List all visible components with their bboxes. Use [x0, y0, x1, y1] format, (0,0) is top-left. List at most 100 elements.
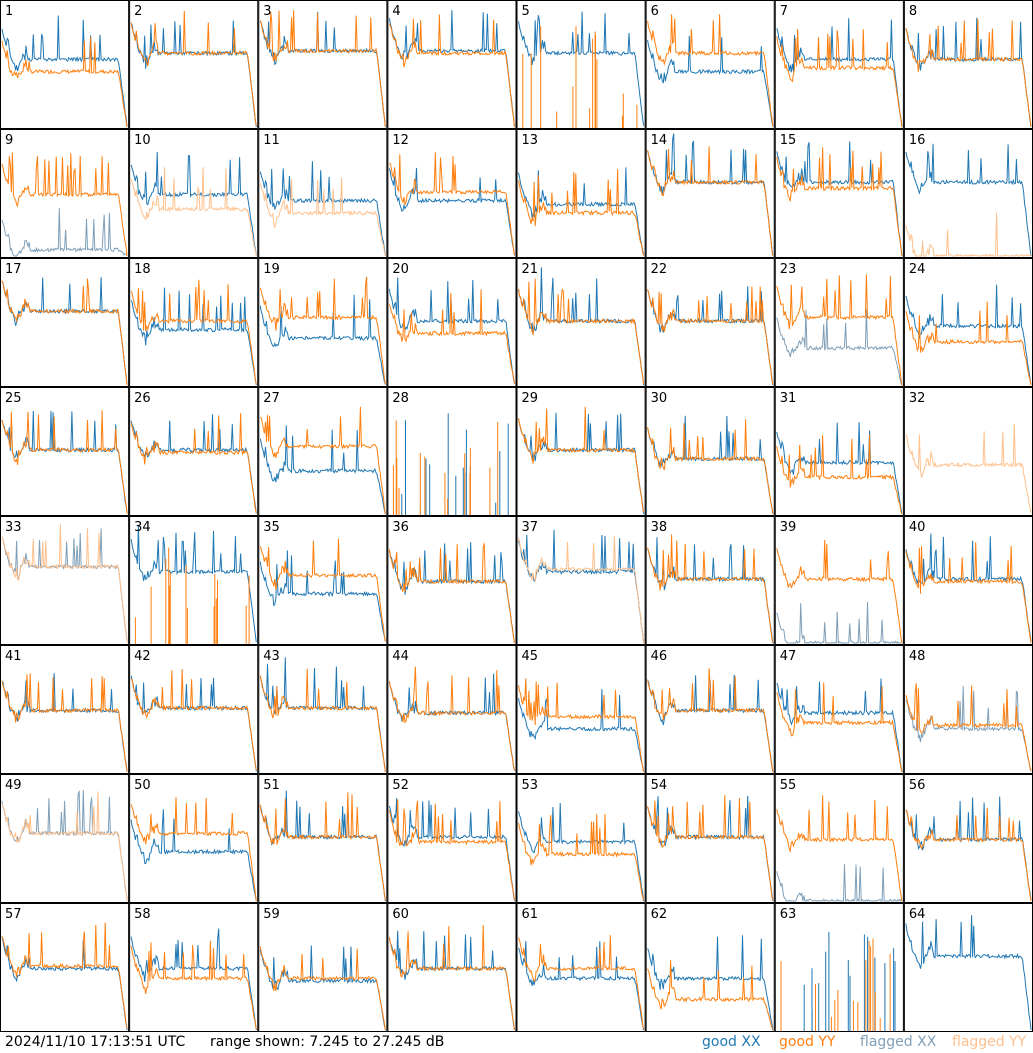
- panel-frame: [258, 129, 388, 258]
- panel-53: 53: [516, 774, 646, 903]
- panel-frame: [645, 516, 775, 645]
- series-yy: [518, 678, 645, 772]
- panel-frame: [903, 903, 1033, 1032]
- series-xx: [130, 287, 257, 386]
- panel-frame: [774, 516, 904, 645]
- panel-25: 25: [0, 387, 130, 516]
- panel-27: 27: [258, 387, 388, 516]
- panel-label: 54: [651, 778, 668, 793]
- panel-58: 58: [129, 903, 259, 1032]
- panel-label: 8: [909, 4, 917, 19]
- series-yy: [647, 14, 774, 127]
- series-xx: [776, 141, 903, 256]
- panel-44: 44: [387, 645, 517, 774]
- panel-31: 31: [774, 387, 904, 516]
- panel-label: 57: [5, 907, 22, 922]
- series-yy: [388, 799, 515, 901]
- panel-frame: [645, 903, 775, 1032]
- panel-51: 51: [258, 774, 388, 903]
- series-xx: [388, 10, 515, 128]
- series-yy: [388, 666, 515, 771]
- panel-label: 59: [263, 907, 280, 922]
- panel-11: 11: [258, 129, 388, 258]
- series-xx: [647, 35, 774, 127]
- series-yy: [776, 147, 903, 257]
- panel-label: 21: [522, 262, 539, 277]
- panel-label: 18: [134, 262, 151, 277]
- panel-8: 8: [903, 0, 1033, 129]
- panel-frame: [516, 387, 646, 516]
- panel-54: 54: [645, 774, 775, 903]
- panel-30: 30: [645, 387, 775, 516]
- panel-frame: [387, 387, 517, 516]
- panel-frame: [0, 0, 130, 129]
- panel-label: 62: [651, 907, 668, 922]
- series-yy: [647, 794, 774, 901]
- panel-50: 50: [129, 774, 259, 903]
- panel-label: 35: [263, 520, 280, 535]
- series-xx: [130, 525, 257, 643]
- series-yy: [259, 946, 386, 1031]
- panel-14: 14: [645, 129, 775, 258]
- panel-label: 26: [134, 391, 151, 406]
- footer: 2024/11/10 17:13:51 UTC range shown: 7.2…: [0, 1032, 1033, 1053]
- series-xx: [130, 152, 257, 255]
- series-yy: [518, 935, 645, 1030]
- panel-frame: [645, 129, 775, 258]
- panel-label: 7: [780, 4, 788, 19]
- panel-label: 55: [780, 778, 797, 793]
- panel-label: 36: [392, 520, 409, 535]
- panel-label: 63: [780, 907, 797, 922]
- series-yy: [1, 278, 128, 386]
- panel-59: 59: [258, 903, 388, 1032]
- panel-label: 20: [392, 262, 409, 277]
- series-yy: [1, 152, 128, 257]
- panel-61: 61: [516, 903, 646, 1032]
- panel-frame: [258, 774, 388, 903]
- series-yy: [1, 791, 128, 902]
- panel-frame: [903, 645, 1033, 774]
- panel-7: 7: [774, 0, 904, 129]
- panel-5: 5: [516, 0, 646, 129]
- panel-33: 33: [0, 516, 130, 645]
- series-yy: [130, 279, 257, 385]
- panel-label: 41: [5, 649, 22, 664]
- panel-label: 56: [909, 778, 926, 793]
- series-yy: [518, 169, 645, 256]
- series-xx: [776, 678, 903, 773]
- panel-label: 49: [5, 778, 22, 793]
- series-yy: [647, 146, 774, 256]
- series-yy: [259, 10, 386, 128]
- panel-label: 19: [263, 262, 280, 277]
- panel-label: 9: [5, 133, 13, 148]
- series-yy: [776, 682, 903, 772]
- series-xx: [905, 284, 1032, 386]
- range-shown: range shown: 7.245 to 27.245 dB: [210, 1034, 445, 1050]
- panel-15: 15: [774, 129, 904, 258]
- panel-label: 16: [909, 133, 926, 148]
- panel-label: 13: [522, 133, 539, 148]
- panel-frame: [645, 387, 775, 516]
- panel-label: 12: [392, 133, 409, 148]
- series-xx: [518, 11, 645, 126]
- panel-35: 35: [258, 516, 388, 645]
- panel-19: 19: [258, 258, 388, 387]
- panel-63: 63: [774, 903, 904, 1032]
- panel-43: 43: [258, 645, 388, 774]
- series-yy: [1, 673, 128, 773]
- series-yy: [647, 668, 774, 773]
- series-xx: [647, 795, 774, 901]
- panel-frame: [645, 0, 775, 129]
- series-xx: [905, 143, 1032, 257]
- panel-18: 18: [129, 258, 259, 387]
- series-yy: [388, 14, 515, 128]
- series-xx: [1, 673, 128, 772]
- panel-52: 52: [387, 774, 517, 903]
- panel-label: 37: [522, 520, 539, 535]
- series-yy: [259, 276, 386, 385]
- series-yy: [130, 167, 257, 257]
- series-yy: [130, 796, 257, 902]
- series-yy: [905, 18, 1032, 128]
- panel-label: 33: [5, 520, 22, 535]
- panel-label: 52: [392, 778, 409, 793]
